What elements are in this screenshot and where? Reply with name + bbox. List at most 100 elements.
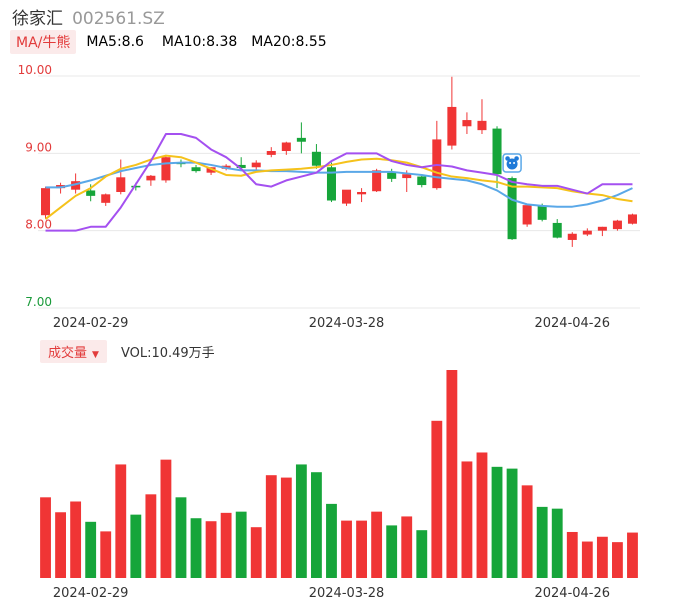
candle bbox=[552, 219, 562, 239]
volume-bar bbox=[416, 530, 428, 578]
volume-bar bbox=[612, 542, 623, 578]
candle-body bbox=[296, 137, 306, 142]
volume-bar bbox=[250, 527, 262, 578]
bear-eye bbox=[513, 162, 516, 164]
candle bbox=[612, 219, 622, 231]
bear-icon[interactable] bbox=[502, 153, 522, 173]
volume-bar bbox=[205, 521, 217, 578]
price-tick-label: 7.00 bbox=[25, 295, 52, 309]
ma10-value: MA10:8.38 bbox=[161, 34, 238, 50]
volume-bar bbox=[145, 494, 157, 578]
volume-bar bbox=[55, 512, 66, 578]
volume-bar bbox=[175, 497, 187, 578]
candle-body bbox=[116, 177, 126, 192]
candle-body bbox=[281, 142, 291, 152]
candle-body bbox=[131, 185, 141, 188]
volume-bar bbox=[220, 512, 232, 578]
volume-bar bbox=[506, 468, 518, 578]
candle-body bbox=[161, 157, 171, 181]
candle-body bbox=[251, 162, 261, 168]
candle-body bbox=[462, 120, 472, 127]
candle bbox=[597, 226, 607, 237]
candle-body bbox=[432, 139, 442, 189]
candle bbox=[161, 154, 171, 183]
candle bbox=[41, 186, 51, 220]
volume-bar bbox=[326, 503, 337, 578]
ma-indicator-toggle[interactable]: MA/牛熊 bbox=[10, 30, 77, 54]
candle bbox=[387, 168, 397, 182]
ma20-line bbox=[45, 161, 633, 208]
candle bbox=[326, 162, 336, 203]
volume-bar bbox=[521, 485, 533, 578]
date-tick-label: 2024-02-29 bbox=[53, 586, 129, 601]
volume-bar bbox=[566, 531, 578, 578]
candle-body bbox=[372, 170, 382, 192]
volume-indicator-label: 成交量 bbox=[48, 345, 88, 361]
candle bbox=[492, 126, 502, 189]
volume-bar bbox=[115, 464, 127, 578]
candle bbox=[432, 120, 442, 190]
candle-body bbox=[311, 151, 321, 166]
candle bbox=[567, 232, 577, 247]
volume-bar bbox=[85, 521, 97, 578]
candle-body bbox=[402, 174, 412, 179]
bear-face bbox=[506, 158, 518, 170]
candle-body bbox=[236, 164, 246, 169]
candle-body bbox=[612, 220, 622, 230]
moving-average-lines bbox=[44, 133, 633, 232]
candle bbox=[357, 188, 367, 203]
candle-body bbox=[537, 205, 547, 220]
volume-bar bbox=[536, 506, 548, 578]
candle-body bbox=[387, 172, 397, 179]
volume-legend: 成交量 ▼ VOL:10.49万手 bbox=[40, 339, 215, 363]
price-grid bbox=[38, 75, 640, 309]
candle bbox=[477, 99, 487, 134]
volume-bars bbox=[40, 370, 638, 578]
price-tick-label: 8.00 bbox=[25, 218, 52, 232]
candle bbox=[296, 122, 306, 154]
volume-bar bbox=[401, 516, 413, 578]
volume-bar bbox=[596, 536, 608, 578]
candle-body bbox=[477, 120, 487, 131]
candle bbox=[251, 160, 261, 171]
candle-body bbox=[522, 205, 532, 225]
volume-value: VOL:10.49万手 bbox=[120, 345, 215, 361]
volume-bar bbox=[100, 531, 112, 578]
candle bbox=[101, 193, 111, 206]
volume-bar bbox=[551, 508, 563, 578]
volume-indicator-dropdown[interactable]: 成交量 ▼ bbox=[40, 339, 107, 363]
stock-name: 徐家汇 bbox=[12, 9, 63, 29]
bear-eye bbox=[509, 162, 512, 164]
candle-body bbox=[582, 230, 592, 235]
volume-bar bbox=[431, 420, 443, 578]
volume-bar bbox=[280, 477, 292, 578]
candlestick-series bbox=[41, 76, 637, 247]
date-tick-label: 2024-03-28 bbox=[309, 316, 385, 331]
candle bbox=[582, 228, 592, 237]
candle-body bbox=[191, 167, 201, 172]
volume-bar bbox=[627, 532, 638, 578]
candle-body bbox=[86, 190, 96, 196]
candle-body bbox=[357, 192, 367, 195]
ma20-value: MA20:8.55 bbox=[251, 34, 327, 50]
date-tick-label: 2024-04-26 bbox=[534, 586, 610, 601]
candle-body bbox=[101, 194, 111, 203]
date-tick-label: 2024-02-29 bbox=[53, 316, 129, 331]
volume-bar bbox=[40, 497, 51, 578]
candle-body bbox=[417, 176, 427, 186]
candle bbox=[522, 203, 532, 227]
candle-body bbox=[342, 189, 352, 204]
candle bbox=[146, 174, 156, 186]
volume-bar bbox=[295, 464, 307, 578]
volume-bar bbox=[311, 472, 322, 578]
candle bbox=[116, 159, 126, 195]
candle-body bbox=[146, 175, 156, 181]
candle-body bbox=[206, 167, 216, 173]
price-axis-labels: 10.00 9.00 8.00 7.00 bbox=[18, 63, 52, 309]
candle bbox=[447, 76, 457, 150]
caret-down-icon: ▼ bbox=[92, 349, 99, 360]
volume-bar bbox=[461, 461, 473, 578]
volume-bar bbox=[160, 459, 172, 578]
date-axis-labels: 2024-02-29 2024-02-29 2024-03-28 2024-03-28… bbox=[53, 316, 610, 601]
